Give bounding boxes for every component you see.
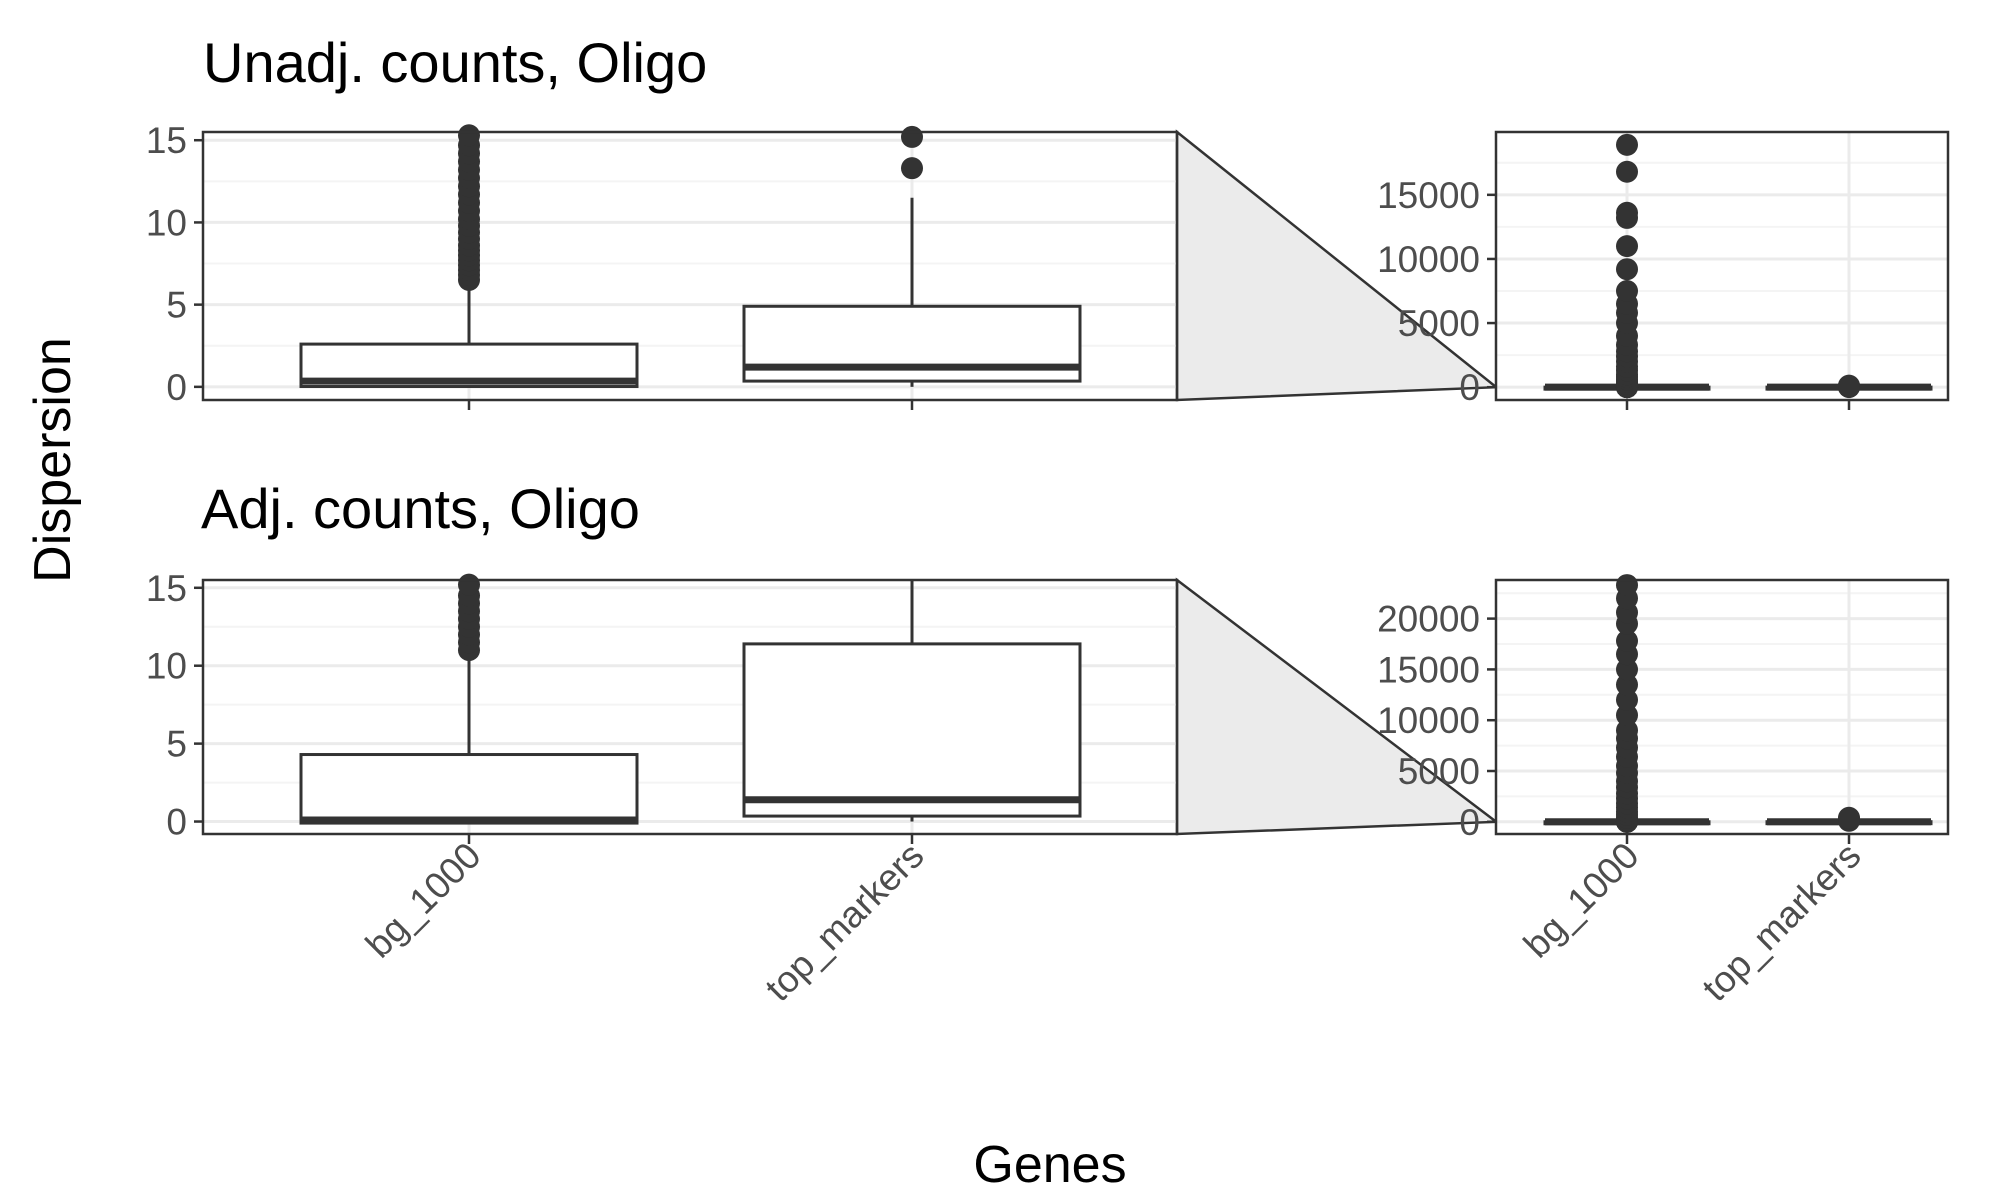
outlier-point	[1838, 374, 1860, 397]
panel-unadjusted-full-range: 0 5000 10000 15000	[1377, 130, 1950, 410]
outlier-point	[458, 573, 480, 596]
outlier-point	[1838, 806, 1860, 829]
panel-adjusted-full-range: 0 5000 10000 15000 20000	[1377, 574, 1950, 844]
y-tick-label: 10	[146, 646, 187, 687]
box	[742, 642, 1082, 818]
y-tick-label: 5000	[1398, 303, 1480, 344]
outlier-point	[458, 124, 480, 147]
outlier-point	[1616, 258, 1638, 281]
panel-border	[1494, 130, 1950, 402]
y-tick-label: 0	[166, 802, 187, 843]
y-tick-label: 0	[1459, 802, 1480, 843]
y-axis-title: Dispersion	[24, 337, 82, 583]
outlier-point	[901, 125, 923, 148]
y-tick-label: 5000	[1398, 751, 1480, 792]
outlier-point	[1616, 235, 1638, 258]
panel-unadjusted-zoomed: 0 5 10 15	[146, 120, 1179, 410]
box	[299, 753, 639, 825]
outlier-point	[1616, 201, 1638, 224]
y-tick-label: 0	[1459, 367, 1480, 408]
y-tick-label: 15000	[1377, 649, 1480, 690]
panel-title-adjusted: Adj. counts, Oligo	[201, 477, 640, 540]
outlier-point	[1616, 133, 1638, 156]
outlier-point	[901, 157, 923, 180]
panel-border	[1494, 578, 1950, 836]
outlier-point	[1616, 629, 1638, 652]
y-tick-label: 10	[146, 202, 187, 243]
y-tick-label: 15	[146, 120, 187, 161]
y-tick-label: 10000	[1377, 700, 1480, 741]
outlier-point	[1616, 704, 1638, 727]
outlier-point	[1616, 160, 1638, 183]
panel-adjusted-zoomed: 0 5 10 15	[146, 568, 1179, 844]
y-tick-label: 10000	[1377, 239, 1480, 280]
x-axis-title: Genes	[973, 1136, 1126, 1194]
outlier-point	[1616, 688, 1638, 711]
panel-title-unadjusted: Unadj. counts, Oligo	[203, 31, 707, 94]
y-tick-label: 20000	[1377, 599, 1480, 640]
y-tick-label: 5	[166, 285, 187, 326]
y-tick-label: 0	[166, 367, 187, 408]
outlier-point	[1616, 719, 1638, 742]
outlier-point	[1616, 574, 1638, 597]
y-tick-label: 15	[146, 568, 187, 609]
panel-border	[201, 130, 1179, 402]
y-tick-label: 5	[166, 724, 187, 765]
y-tick-label: 15000	[1377, 175, 1480, 216]
outlier-point	[1616, 658, 1638, 681]
panel-border	[201, 578, 1179, 836]
outlier-point	[1616, 280, 1638, 303]
outlier-point	[1616, 673, 1638, 696]
